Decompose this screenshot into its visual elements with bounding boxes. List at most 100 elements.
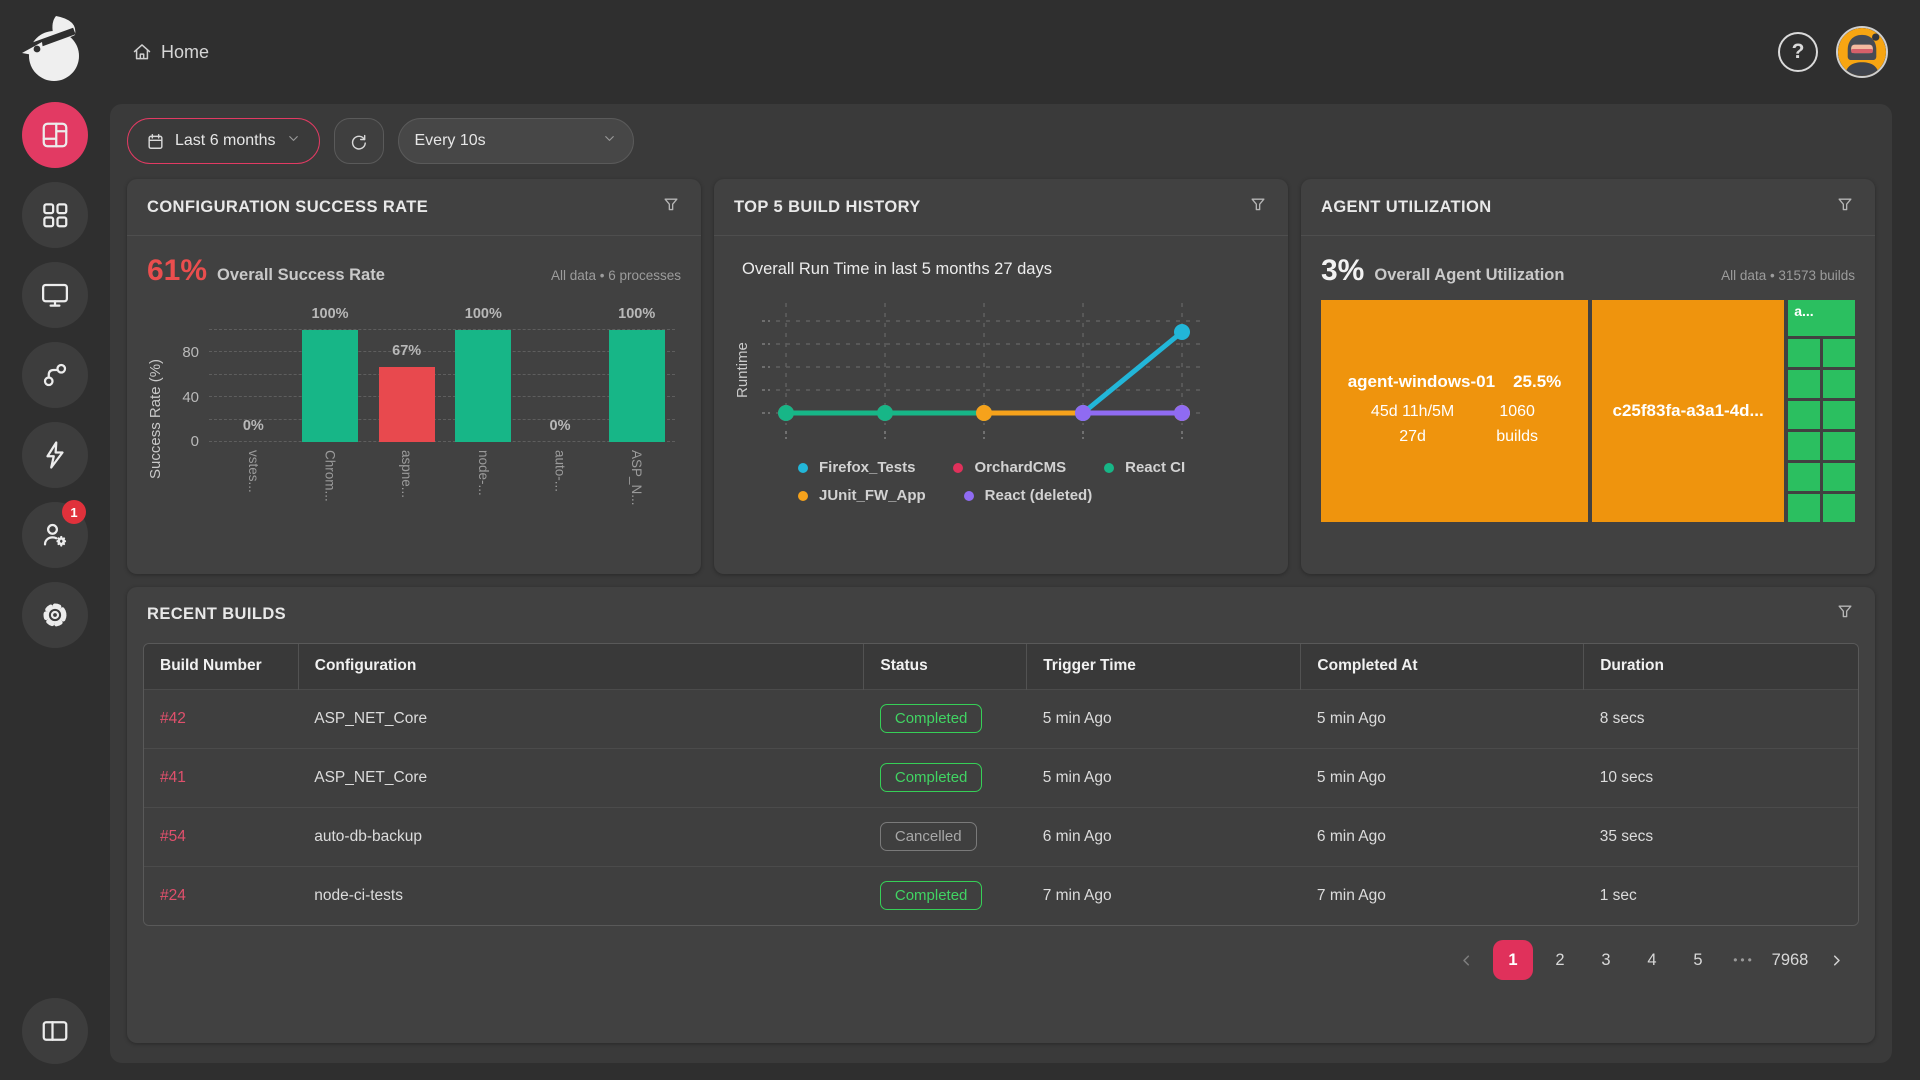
agent-utilization-meta: All data • 31573 builds: [1721, 268, 1855, 283]
filter-funnel-icon[interactable]: [661, 195, 681, 220]
sidebar-item-monitor[interactable]: [22, 262, 88, 328]
bar[interactable]: 100%: [598, 302, 675, 442]
date-range-button[interactable]: Last 6 months: [127, 118, 320, 164]
filter-funnel-icon[interactable]: [1835, 602, 1855, 627]
sidebar-item-apps[interactable]: [22, 182, 88, 248]
card-title: AGENT UTILIZATION: [1321, 197, 1492, 216]
ninja-avatar-icon: [1838, 28, 1886, 76]
success-rate-bar-chart: Success Rate (%) 80 40 0: [147, 302, 681, 536]
bar[interactable]: 100%: [292, 302, 369, 442]
bar[interactable]: 100%: [445, 302, 522, 442]
chart-legend: Firefox_Tests OrchardCMS React CI JUnit_…: [798, 459, 1268, 504]
filter-funnel-icon[interactable]: [1835, 195, 1855, 220]
table-row[interactable]: #42 ASP_NET_Core Completed 5 min Ago 5 m…: [144, 689, 1858, 748]
panel-toggle-icon: [42, 1021, 68, 1041]
next-page-button[interactable]: [1817, 940, 1855, 980]
legend-item[interactable]: Firefox_Tests: [798, 459, 915, 476]
col-header-trigger-time[interactable]: Trigger Time: [1026, 644, 1301, 689]
build-number-link[interactable]: #54: [160, 827, 186, 845]
help-button[interactable]: ?: [1778, 32, 1818, 72]
treemap-small-column: a...: [1788, 300, 1855, 522]
recent-builds-section: RECENT BUILDS Build Number Configuration: [127, 587, 1875, 1043]
user-avatar[interactable]: [1836, 26, 1888, 78]
sidebar-collapse-button[interactable]: [22, 998, 88, 1064]
legend-dot: [963, 490, 974, 501]
page-button[interactable]: 3: [1587, 940, 1625, 980]
x-axis-labels: vstes... Chrom... aspne... node-... auto…: [209, 450, 681, 536]
treemap-cell[interactable]: [1823, 401, 1855, 429]
page-button[interactable]: 7968: [1771, 940, 1809, 980]
treemap-block-small[interactable]: a...: [1788, 300, 1855, 336]
filter-funnel-icon[interactable]: [1248, 195, 1268, 220]
treemap-cell[interactable]: [1788, 432, 1821, 460]
bar[interactable]: 0%: [549, 418, 571, 434]
refresh-interval-select[interactable]: Every 10s: [397, 118, 634, 164]
treemap-cell[interactable]: [1823, 339, 1855, 367]
sidebar-item-builds[interactable]: [22, 342, 88, 408]
treemap-cell[interactable]: [1823, 463, 1855, 491]
page-button[interactable]: 5: [1679, 940, 1717, 980]
treemap-block-agent-2[interactable]: c25f83fa-a3a1-4d...: [1592, 300, 1785, 522]
breadcrumb-label: Home: [161, 41, 210, 62]
bars-area: 0% 100% 67% 100% 0% 100%: [209, 302, 681, 442]
main-panel: Last 6 months Every 10s: [110, 104, 1892, 1063]
build-number-link[interactable]: #42: [160, 709, 186, 727]
treemap-cell[interactable]: [1788, 401, 1821, 429]
table-row[interactable]: #54 auto-db-backup Cancelled 6 min Ago 6…: [144, 807, 1858, 866]
treemap-cell[interactable]: [1788, 339, 1821, 367]
monitor-icon: [42, 283, 68, 307]
build-number-link[interactable]: #41: [160, 768, 186, 786]
gear-icon: [43, 603, 67, 627]
sidebar-item-dashboard[interactable]: [22, 102, 88, 168]
y-tick: 80: [182, 344, 199, 361]
treemap-cell[interactable]: [1823, 494, 1855, 522]
sidebar-item-settings[interactable]: [22, 582, 88, 648]
completed-at-cell: 7 min Ago: [1316, 886, 1386, 904]
treemap-cell[interactable]: [1823, 370, 1855, 398]
col-header-configuration[interactable]: Configuration: [297, 644, 864, 689]
y-axis-label: Success Rate (%): [147, 358, 164, 480]
bar[interactable]: 0%: [242, 418, 264, 434]
col-header-duration[interactable]: Duration: [1583, 644, 1858, 689]
card-title: TOP 5 BUILD HISTORY: [734, 197, 921, 216]
legend-item[interactable]: React CI: [1104, 459, 1185, 476]
treemap-cell[interactable]: [1788, 494, 1821, 522]
x-tick-label: aspne...: [399, 450, 415, 499]
previous-page-button[interactable]: [1447, 940, 1485, 980]
completed-at-cell: 5 min Ago: [1316, 709, 1386, 727]
agent-treemap: agent-windows-01 25.5% 45d 11h/5M 27d 10…: [1321, 300, 1855, 522]
treemap-block-agent-windows-01[interactable]: agent-windows-01 25.5% 45d 11h/5M 27d 10…: [1321, 300, 1588, 522]
sidebar-item-actions[interactable]: [22, 422, 88, 488]
page-ellipsis[interactable]: •••: [1725, 940, 1763, 980]
trigger-time-cell: 5 min Ago: [1042, 768, 1112, 786]
page-button[interactable]: 4: [1633, 940, 1671, 980]
treemap-cell[interactable]: [1788, 370, 1821, 398]
sidebar-item-user-settings[interactable]: 1: [22, 500, 88, 568]
user-gear-icon: [43, 523, 67, 547]
col-header-status[interactable]: Status: [863, 644, 1027, 689]
builds-table: Build Number Configuration Status Trigge…: [143, 643, 1859, 926]
table-row[interactable]: #41 ASP_NET_Core Completed 5 min Ago 5 m…: [144, 748, 1858, 807]
legend-item[interactable]: OrchardCMS: [953, 459, 1066, 476]
filter-bar: Last 6 months Every 10s: [127, 118, 1875, 164]
legend-item[interactable]: JUnit_FW_App: [798, 487, 926, 504]
card-top5-build-history: TOP 5 BUILD HISTORY Overall Run Time in …: [714, 179, 1288, 574]
refresh-button[interactable]: [333, 118, 384, 164]
page-button[interactable]: 2: [1541, 940, 1579, 980]
trigger-time-cell: 6 min Ago: [1042, 827, 1112, 845]
col-header-build-number[interactable]: Build Number: [160, 657, 262, 675]
treemap-cell[interactable]: [1788, 463, 1821, 491]
treemap-cell[interactable]: [1823, 432, 1855, 460]
duration-cell: 35 secs: [1599, 827, 1654, 845]
col-header-completed-at[interactable]: Completed At: [1300, 644, 1584, 689]
topbar-right: ?: [1778, 26, 1892, 78]
table-row[interactable]: #24 node-ci-tests Completed 7 min Ago 7 …: [144, 866, 1858, 925]
breadcrumb[interactable]: Home: [132, 42, 209, 63]
bar[interactable]: 67%: [368, 302, 445, 442]
build-number-link[interactable]: #24: [160, 886, 186, 904]
x-tick-label: auto-...: [552, 450, 568, 493]
page-button[interactable]: 1: [1493, 940, 1533, 980]
app-logo[interactable]: [18, 12, 92, 86]
legend-item[interactable]: React (deleted): [963, 487, 1092, 504]
x-tick-label: ASP_N...: [629, 450, 645, 506]
